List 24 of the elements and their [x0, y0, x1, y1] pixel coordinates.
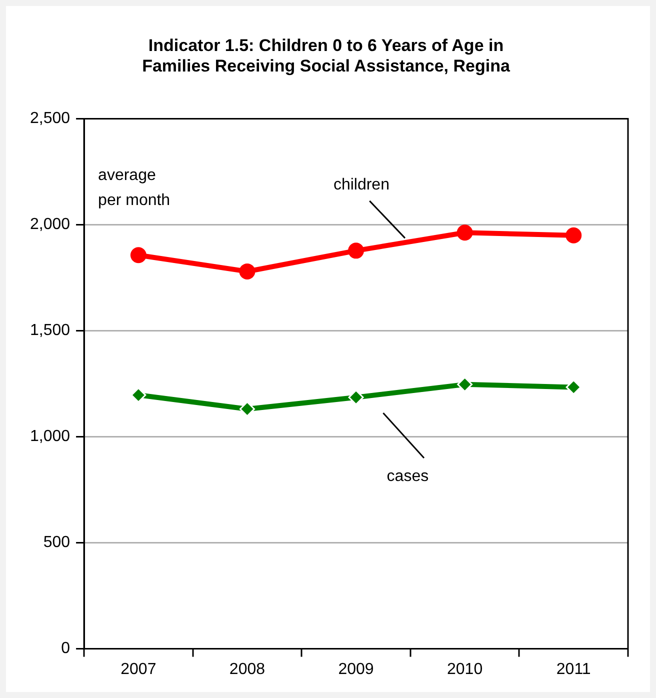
text: children [333, 176, 390, 194]
point [130, 387, 146, 403]
x-tick-label: 2007 [120, 660, 156, 678]
y-tick-label: 0 [61, 640, 70, 658]
point [457, 376, 473, 392]
chart-title: Indicator 1.5: Children 0 to 6 Years of Age in Families Receiving Social Assistance, Regina [142, 36, 510, 76]
point [130, 247, 146, 264]
x-tick-label: 2011 [556, 660, 591, 678]
point [456, 224, 473, 241]
point [348, 242, 364, 259]
x-tick-label: 2010 [447, 660, 483, 678]
y-tick-label: 1,000 [30, 428, 70, 446]
point [348, 390, 364, 406]
y-tick-label: 1,500 [30, 322, 70, 340]
y-tick-label: 2,500 [30, 110, 70, 128]
point [239, 401, 255, 417]
x-tick-label: 2008 [229, 660, 266, 678]
x-tick-label: 2009 [338, 660, 374, 678]
text: cases [386, 468, 429, 485]
y-tick-label: 500 [43, 534, 70, 552]
point [239, 263, 256, 280]
annotation: average per month [98, 167, 170, 210]
point [566, 227, 582, 244]
y-tick-label: 2,000 [30, 216, 70, 234]
